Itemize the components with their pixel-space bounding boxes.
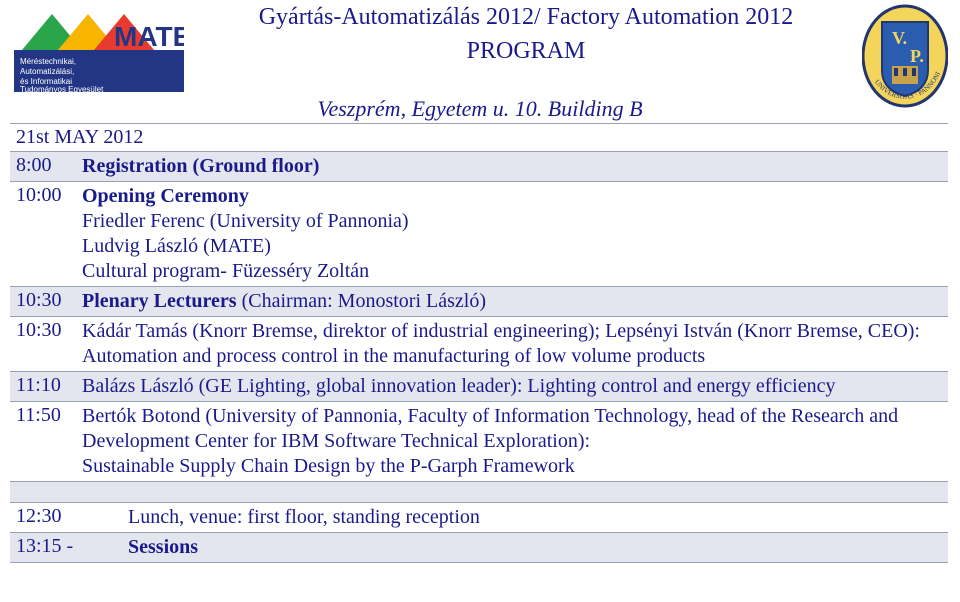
time-cell: 12:30 xyxy=(10,503,80,532)
header-title-line1: Gyártás-Automatizálás 2012/ Factory Auto… xyxy=(184,2,868,36)
program-row: 10:30 Plenary Lecturers (Chairman: Monos… xyxy=(10,286,948,317)
body-cell: Bertók Botond (University of Pannonia, F… xyxy=(80,402,948,481)
session-date: 21st MAY 2012 xyxy=(10,124,149,151)
row-bold: Opening Ceremony xyxy=(82,185,249,207)
session-date-row: 21st MAY 2012 xyxy=(10,123,948,152)
row-text: Kádár Tamás (Knorr Bremse, direktor of i… xyxy=(82,320,920,342)
time-cell: 11:50 xyxy=(10,402,80,481)
program-table: 21st MAY 2012 8:00 Registration (Ground … xyxy=(10,124,948,563)
row-line: Friedler Ferenc (University of Pannonia) xyxy=(82,209,944,234)
row-text: Lunch, venue: first floor, standing rece… xyxy=(128,506,480,528)
time-cell: 10:30 xyxy=(10,287,80,316)
time-cell: 10:30 xyxy=(10,317,80,371)
program-row: 11:10 Balázs László (GE Lighting, global… xyxy=(10,371,948,402)
program-row: 13:15 - Sessions xyxy=(10,532,948,563)
row-bold: Plenary Lecturers xyxy=(82,290,237,312)
row-line: Sustainable Supply Chain Design by the P… xyxy=(82,454,944,479)
row-bold: Registration (Ground floor) xyxy=(82,155,319,177)
svg-text:Tudományos Egyesület: Tudományos Egyesület xyxy=(20,85,104,92)
row-bold: Sessions xyxy=(128,536,198,558)
header-title-line2: PROGRAM xyxy=(184,36,868,70)
time-cell: 8:00 xyxy=(10,152,80,181)
body-cell: Plenary Lecturers (Chairman: Monostori L… xyxy=(80,287,948,316)
mate-logo: Méréstechnikai, Automatizálási, és Infor… xyxy=(14,6,184,92)
time-cell: 11:10 xyxy=(10,372,80,401)
program-row: 12:30 Lunch, venue: first floor, standin… xyxy=(10,502,948,533)
svg-text:V.: V. xyxy=(892,28,907,48)
university-shield-logo: V. P. UNIVERSITAS · PANNONIC xyxy=(862,4,948,108)
svg-text:Méréstechnikai,: Méréstechnikai, xyxy=(20,57,76,66)
program-row: 10:30 Kádár Tamás (Knorr Bremse, direkto… xyxy=(10,316,948,372)
body-cell: Balázs László (GE Lighting, global innov… xyxy=(80,372,948,401)
body-cell: Lunch, venue: first floor, standing rece… xyxy=(80,503,948,532)
time-cell: 13:15 - xyxy=(10,533,92,562)
header: Gyártás-Automatizálás 2012/ Factory Auto… xyxy=(184,2,868,70)
svg-text:P.: P. xyxy=(910,46,924,66)
row-line: Automation and process control in the ma… xyxy=(82,344,944,369)
body-cell: Opening Ceremony Friedler Ferenc (Univer… xyxy=(80,182,948,286)
row-text: Bertók Botond (University of Pannonia, F… xyxy=(82,405,898,452)
body-cell: Kádár Tamás (Knorr Bremse, direktor of i… xyxy=(80,317,948,371)
body-cell: Registration (Ground floor) xyxy=(80,152,948,181)
row-line: Cultural program- Füzesséry Zoltán xyxy=(82,259,944,284)
venue-line: Veszprém, Egyetem u. 10. Building B xyxy=(0,96,960,122)
row-rest: (Chairman: Monostori László) xyxy=(237,290,486,312)
body-cell: Sessions xyxy=(92,533,948,562)
program-row: 10:00 Opening Ceremony Friedler Ferenc (… xyxy=(10,181,948,287)
program-row: 8:00 Registration (Ground floor) xyxy=(10,151,948,182)
row-text: Balázs László (GE Lighting, global innov… xyxy=(82,375,835,397)
svg-text:MATE: MATE xyxy=(114,21,184,52)
program-row: 11:50 Bertók Botond (University of Panno… xyxy=(10,401,948,482)
row-line: Ludvig László (MATE) xyxy=(82,234,944,259)
svg-text:Automatizálási,: Automatizálási, xyxy=(20,67,74,76)
time-cell: 10:00 xyxy=(10,182,80,286)
gap-row xyxy=(10,481,948,503)
